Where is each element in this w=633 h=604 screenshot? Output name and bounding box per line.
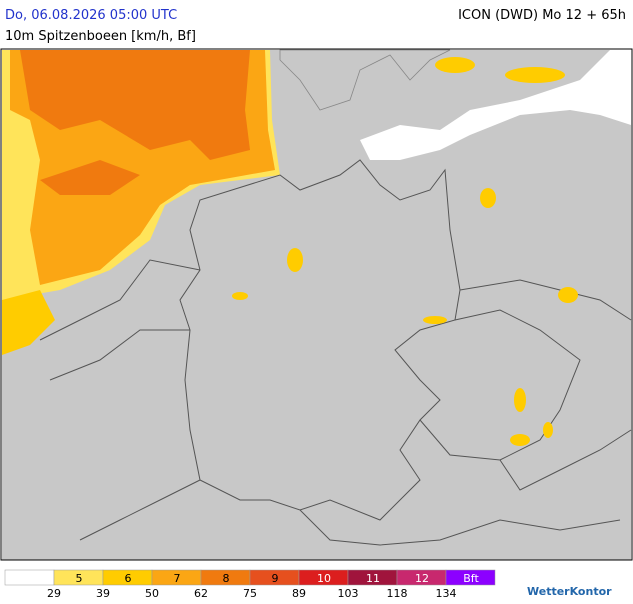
sea-yellow	[2, 290, 55, 355]
sea-dark-orange	[40, 160, 140, 195]
legend-kmh-label: 118	[387, 587, 408, 600]
legend-bft-label: 10	[317, 572, 331, 585]
baltic-white	[360, 50, 631, 160]
legend-kmh-label: 62	[194, 587, 208, 600]
denmark-sweden	[279, 49, 451, 111]
legend-bft-label: 5	[76, 572, 83, 585]
logo: WetterKontor	[527, 585, 612, 598]
legend-bft-label: 6	[125, 572, 132, 585]
legend-bft-label: 9	[272, 572, 279, 585]
legend-kmh-label: 29	[47, 587, 61, 600]
legend-bft-label: 11	[366, 572, 380, 585]
legend-kmh-label: 75	[243, 587, 257, 600]
legend-bft-label: Bft	[463, 572, 479, 585]
map-frame	[0, 48, 633, 561]
parameter: 10m Spitzenboeen [km/h, Bf]	[5, 29, 196, 44]
legend-kmh-label: 103	[338, 587, 359, 600]
borders	[39, 159, 632, 546]
legend-kmh-label: 39	[96, 587, 110, 600]
legend-kmh-label: 89	[292, 587, 306, 600]
legend-bft-label: 12	[415, 572, 429, 585]
legend-swatch	[445, 569, 496, 586]
sea-dark-orange	[20, 50, 250, 160]
map	[2, 49, 632, 560]
gust-spots	[232, 57, 578, 446]
legend-bft-label: 8	[223, 572, 230, 585]
model-run: ICON (DWD) Mo 12 + 65h	[458, 8, 626, 23]
legend-bft-label: 7	[174, 572, 181, 585]
legend-kmh-label: 134	[436, 587, 457, 600]
valid-time: Do, 06.08.2026 05:00 UTC	[5, 8, 177, 23]
legend-kmh-label: 50	[145, 587, 159, 600]
legend-swatch	[4, 569, 55, 586]
